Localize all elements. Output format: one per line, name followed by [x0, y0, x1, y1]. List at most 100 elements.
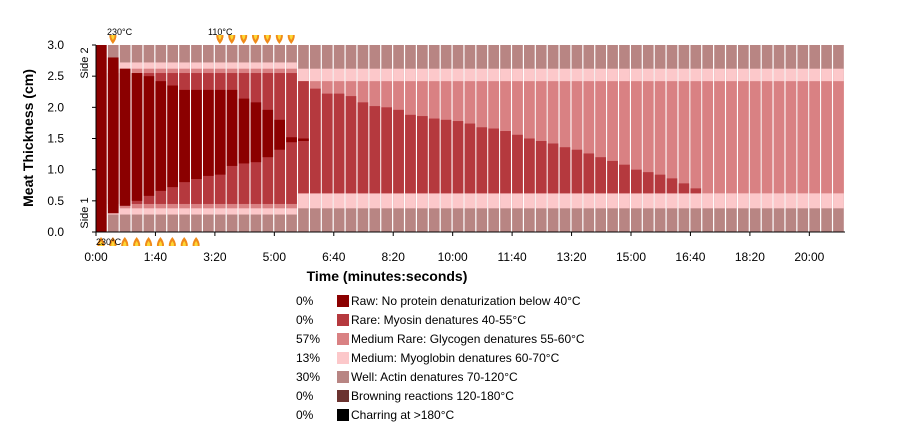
rare-segment [298, 81, 309, 194]
medium-rare-segment [714, 81, 725, 194]
time-slice [678, 45, 690, 232]
medium-rare-segment [678, 81, 690, 194]
medium-rare-segment [761, 81, 773, 194]
time-slice [464, 45, 476, 232]
raw-segment [262, 109, 274, 158]
rare-segment [417, 116, 428, 194]
medium-rare-segment [631, 81, 642, 194]
time-slice [238, 45, 250, 232]
raw-segment [179, 89, 190, 183]
time-slice [607, 45, 618, 232]
x-tick-label: 5:00 [263, 250, 287, 264]
rare-segment [440, 119, 452, 194]
temp-label-top-left: 230°C [107, 27, 133, 37]
medium-rare-segment [690, 81, 702, 194]
time-slice [274, 45, 286, 232]
legend-label: Rare: Myosin denatures 40-55°C [351, 313, 526, 327]
y-tick-label: 2.0 [47, 100, 64, 114]
legend-label: Medium: Myoglobin denatures 60-70°C [351, 351, 560, 365]
legend-item: 0% Charring at >180°C [296, 408, 455, 422]
legend-label: Medium Rare: Glycogen denatures 55-60°C [351, 332, 585, 346]
rare-segment [654, 174, 666, 194]
flame-icon [252, 35, 260, 44]
medium-rare-segment [524, 81, 535, 194]
rare-segment [524, 138, 535, 194]
rare-segment [595, 157, 607, 194]
medium-rare-segment [654, 81, 666, 194]
time-slice [595, 45, 607, 232]
rare-segment [535, 140, 547, 194]
flame-icon [263, 35, 271, 44]
side-1-label: Side 1 [79, 197, 91, 228]
time-slice [203, 45, 214, 232]
legend-percent: 57% [296, 332, 320, 346]
medium-rare-segment [702, 81, 714, 194]
flame-icon [133, 237, 141, 246]
legend-item: 30% Well: Actin denatures 70-120°C [296, 370, 518, 384]
time-slice [809, 45, 821, 232]
rare-segment [381, 107, 393, 194]
time-slice [512, 45, 523, 232]
x-tick-label: 11:40 [498, 250, 527, 264]
time-slice [369, 45, 381, 232]
rare-segment [369, 106, 381, 194]
flame-icon [168, 237, 176, 246]
time-slice [440, 45, 452, 232]
time-slice [833, 45, 844, 232]
legend-item: 0% Browning reactions 120-180°C [296, 389, 514, 403]
legend-percent: 0% [296, 389, 314, 403]
y-axis-ticks: 0.0 0.5 1.0 1.5 2.0 2.5 3.0 [47, 38, 96, 239]
time-slice [571, 45, 583, 232]
flame-icon [121, 237, 129, 246]
time-slice [702, 45, 714, 232]
time-slice [761, 45, 773, 232]
raw-segment [238, 98, 250, 164]
y-tick-label: 2.5 [47, 69, 64, 83]
time-slice [381, 45, 393, 232]
x-tick-label: 8:20 [382, 250, 406, 264]
medium-rare-segment [547, 81, 559, 194]
time-slice [654, 45, 666, 232]
time-slice [797, 45, 809, 232]
rare-segment [678, 183, 690, 194]
legend: 0% Raw: No protein denaturization below 4… [296, 294, 585, 422]
legend-swatch [337, 333, 349, 345]
rare-segment [488, 128, 500, 194]
x-tick-label: 3:20 [203, 250, 227, 264]
flame-icon [97, 237, 105, 246]
time-slice [785, 45, 797, 232]
medium-rare-segment [749, 81, 761, 194]
time-slice [547, 45, 559, 232]
legend-swatch [337, 295, 349, 307]
time-slice [107, 45, 119, 232]
time-slice [821, 45, 832, 232]
x-tick-label: 13:20 [557, 250, 587, 264]
temp-label-top-middle: 110°C [208, 27, 233, 37]
raw-segment [214, 89, 226, 175]
legend-swatch [337, 409, 349, 421]
x-tick-label: 16:40 [675, 250, 705, 264]
rare-segment [642, 172, 654, 194]
time-slice [179, 45, 190, 232]
rare-segment [607, 160, 618, 194]
time-slice [333, 45, 345, 232]
x-axis-title: Time (minutes:seconds) [307, 268, 468, 284]
time-slice [321, 45, 333, 232]
legend-item: 0% Raw: No protein denaturization below 4… [296, 294, 581, 308]
medium-rare-segment [726, 81, 737, 194]
medium-rare-segment [738, 81, 749, 194]
raw-segment [250, 102, 262, 163]
time-slice [417, 45, 428, 232]
legend-label: Charring at >180°C [351, 408, 455, 422]
raw-segment [274, 119, 286, 150]
time-slice [619, 45, 630, 232]
y-tick-label: 0.0 [47, 225, 64, 239]
legend-label: Well: Actin denatures 70-120°C [351, 370, 518, 384]
time-slice [631, 45, 642, 232]
medium-rare-segment [559, 81, 571, 194]
flame-icon [240, 35, 248, 44]
time-slice [714, 45, 725, 232]
legend-item: 0% Rare: Myosin denatures 40-55°C [296, 313, 526, 327]
legend-swatch [337, 314, 349, 326]
time-slice [535, 45, 547, 232]
